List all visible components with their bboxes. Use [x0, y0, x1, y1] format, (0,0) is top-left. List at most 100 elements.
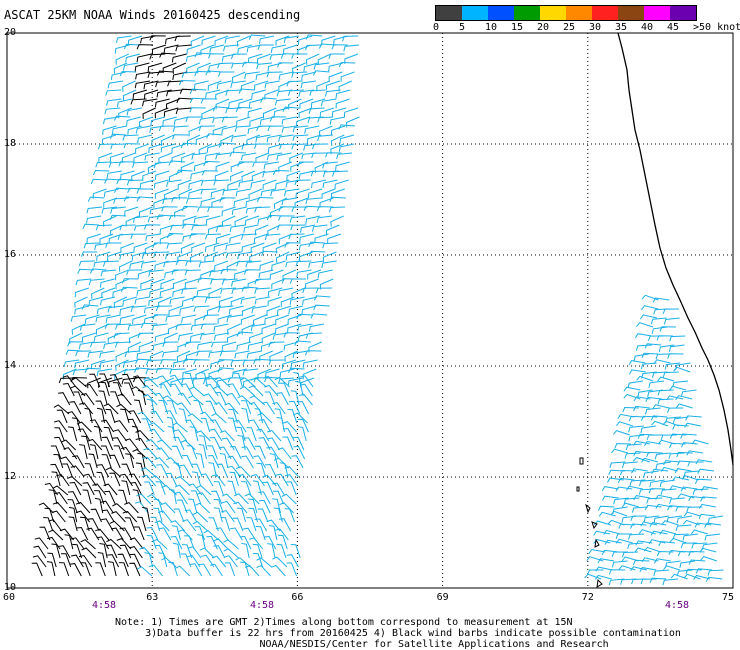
wind-barb: [108, 161, 125, 168]
wind-barb: [239, 535, 252, 550]
wind-barb: [691, 542, 708, 549]
wind-barb: [119, 314, 135, 324]
wind-barb: [161, 484, 177, 496]
wind-barb: [174, 565, 191, 577]
wind-barb: [261, 401, 275, 415]
wind-barb: [155, 481, 166, 496]
wind-barb: [145, 368, 162, 375]
wind-barb: [282, 436, 294, 451]
wind-barb: [75, 510, 90, 523]
wind-barb: [306, 134, 322, 144]
wind-barb: [156, 89, 172, 98]
wind-barb: [305, 332, 322, 339]
wind-barb: [285, 260, 302, 268]
wind-barb: [115, 323, 132, 330]
wind-barb: [168, 305, 183, 316]
wind-barb: [213, 499, 224, 514]
wind-barb: [160, 377, 174, 389]
wind-barb: [177, 179, 192, 190]
wind-barb: [80, 562, 91, 577]
wind-barb: [283, 341, 299, 351]
wind-barb: [179, 88, 197, 94]
wind-barb: [88, 296, 104, 306]
wind-barb: [325, 224, 340, 236]
wind-barb: [109, 374, 122, 388]
wind-barb: [181, 287, 197, 295]
wind-barb: [156, 464, 169, 478]
wind-barb: [105, 467, 121, 478]
wind-barb: [322, 251, 337, 263]
wind-barb: [234, 493, 249, 505]
wind-barb: [131, 170, 145, 182]
wind-barb: [274, 376, 290, 388]
wind-barb: [305, 197, 322, 205]
colorbar-segment: [618, 6, 644, 20]
wind-barb: [611, 551, 628, 557]
wind-barb: [136, 566, 153, 577]
wind-barb: [646, 434, 663, 440]
wind-barb: [207, 80, 222, 91]
wind-barb: [317, 53, 332, 65]
wind-barb: [681, 442, 698, 448]
wind-barb: [107, 251, 122, 262]
wind-barb: [139, 179, 155, 189]
wind-barb: [234, 215, 249, 227]
wind-barb: [309, 89, 326, 96]
wind-barb: [142, 98, 158, 107]
wind-barb: [273, 490, 284, 505]
wind-barb: [175, 476, 191, 487]
wind-barb: [241, 286, 259, 292]
wind-barb: [79, 516, 90, 532]
wind-barb: [114, 420, 129, 433]
wind-barb: [121, 152, 136, 163]
wind-barb: [93, 260, 109, 268]
wind-barb: [231, 206, 247, 215]
wind-barb: [169, 368, 186, 375]
wind-barb: [587, 569, 604, 575]
wind-barb: [74, 305, 90, 315]
wind-barb: [256, 462, 266, 478]
wind-barb: [213, 538, 229, 550]
wind-barb: [233, 197, 249, 207]
wind-barb: [189, 426, 199, 442]
wind-barb: [276, 224, 294, 230]
wind-barb: [185, 116, 202, 122]
wind-barb: [130, 481, 143, 496]
wind-barb: [331, 107, 347, 117]
wind-barb: [266, 305, 281, 316]
wind-barb: [227, 455, 241, 469]
wind-barb: [221, 493, 237, 505]
wind-barb: [100, 381, 110, 397]
wind-barb: [269, 350, 283, 362]
wind-barb: [241, 305, 256, 317]
wind-barb: [615, 538, 633, 544]
wind-barb: [136, 188, 153, 194]
wind-barb: [205, 400, 217, 415]
wind-barb: [298, 393, 313, 406]
wind-barb: [121, 278, 139, 284]
wind-barb: [286, 170, 301, 181]
wind-barb: [136, 44, 154, 50]
wind-barb: [250, 179, 266, 189]
wind-barb: [210, 419, 223, 433]
lat-label: 20: [4, 27, 17, 38]
wind-barb: [104, 323, 121, 329]
wind-barb: [142, 394, 158, 406]
wind-barb: [628, 415, 646, 422]
wind-barb: [240, 377, 256, 388]
wind-barb: [73, 391, 84, 406]
wind-barb: [653, 308, 670, 315]
wind-barb: [191, 242, 206, 253]
wind-barb: [190, 35, 205, 47]
wind-barb: [44, 482, 59, 496]
wind-barb: [262, 474, 277, 487]
wind-barb: [276, 89, 293, 97]
wind-barb: [189, 107, 206, 113]
wind-barb: [200, 473, 214, 487]
wind-barb: [58, 392, 71, 406]
wind-barb: [212, 116, 228, 124]
wind-barb: [302, 359, 318, 368]
wind-barb: [87, 518, 100, 532]
wind-barb: [627, 380, 644, 389]
wind-barb: [246, 134, 261, 146]
